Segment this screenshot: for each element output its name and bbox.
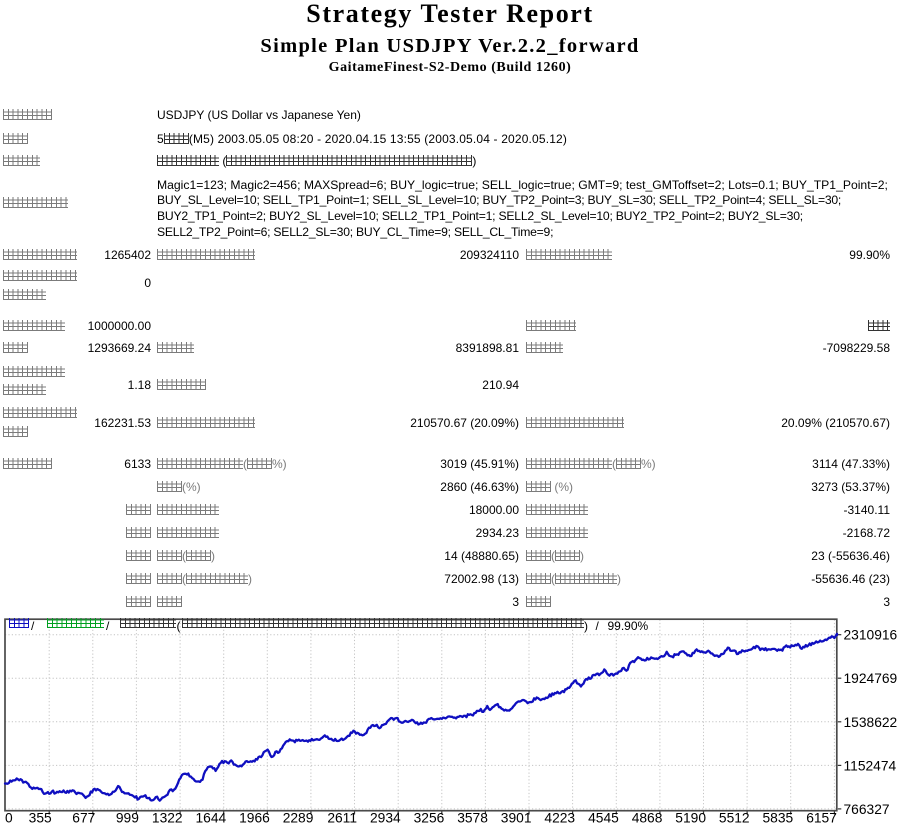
svg-text:355: 355 xyxy=(29,811,52,826)
svg-text:1924769: 1924769 xyxy=(844,671,898,686)
svg-text:1322: 1322 xyxy=(152,811,183,826)
svg-text:4545: 4545 xyxy=(588,811,619,826)
svg-text:1644: 1644 xyxy=(195,811,226,826)
svg-text:1966: 1966 xyxy=(239,811,270,826)
svg-text:3901: 3901 xyxy=(501,811,532,826)
svg-text:3578: 3578 xyxy=(457,811,488,826)
svg-text:677: 677 xyxy=(72,811,95,826)
svg-text:2289: 2289 xyxy=(283,811,314,826)
svg-text:5190: 5190 xyxy=(675,811,706,826)
svg-text:6157: 6157 xyxy=(806,811,837,826)
svg-text:4223: 4223 xyxy=(544,811,575,826)
svg-text:2611: 2611 xyxy=(327,811,357,826)
svg-text:766327: 766327 xyxy=(844,802,890,817)
svg-text:5512: 5512 xyxy=(719,811,750,826)
svg-text:5835: 5835 xyxy=(762,811,793,826)
svg-text:0: 0 xyxy=(5,811,13,826)
svg-text:4868: 4868 xyxy=(632,811,663,826)
svg-text:999: 999 xyxy=(116,811,139,826)
svg-text:3256: 3256 xyxy=(414,811,445,826)
svg-text:1152474: 1152474 xyxy=(844,758,897,773)
svg-text:2310916: 2310916 xyxy=(844,628,898,643)
svg-text:2934: 2934 xyxy=(370,811,401,826)
svg-text:1538622: 1538622 xyxy=(844,715,898,730)
